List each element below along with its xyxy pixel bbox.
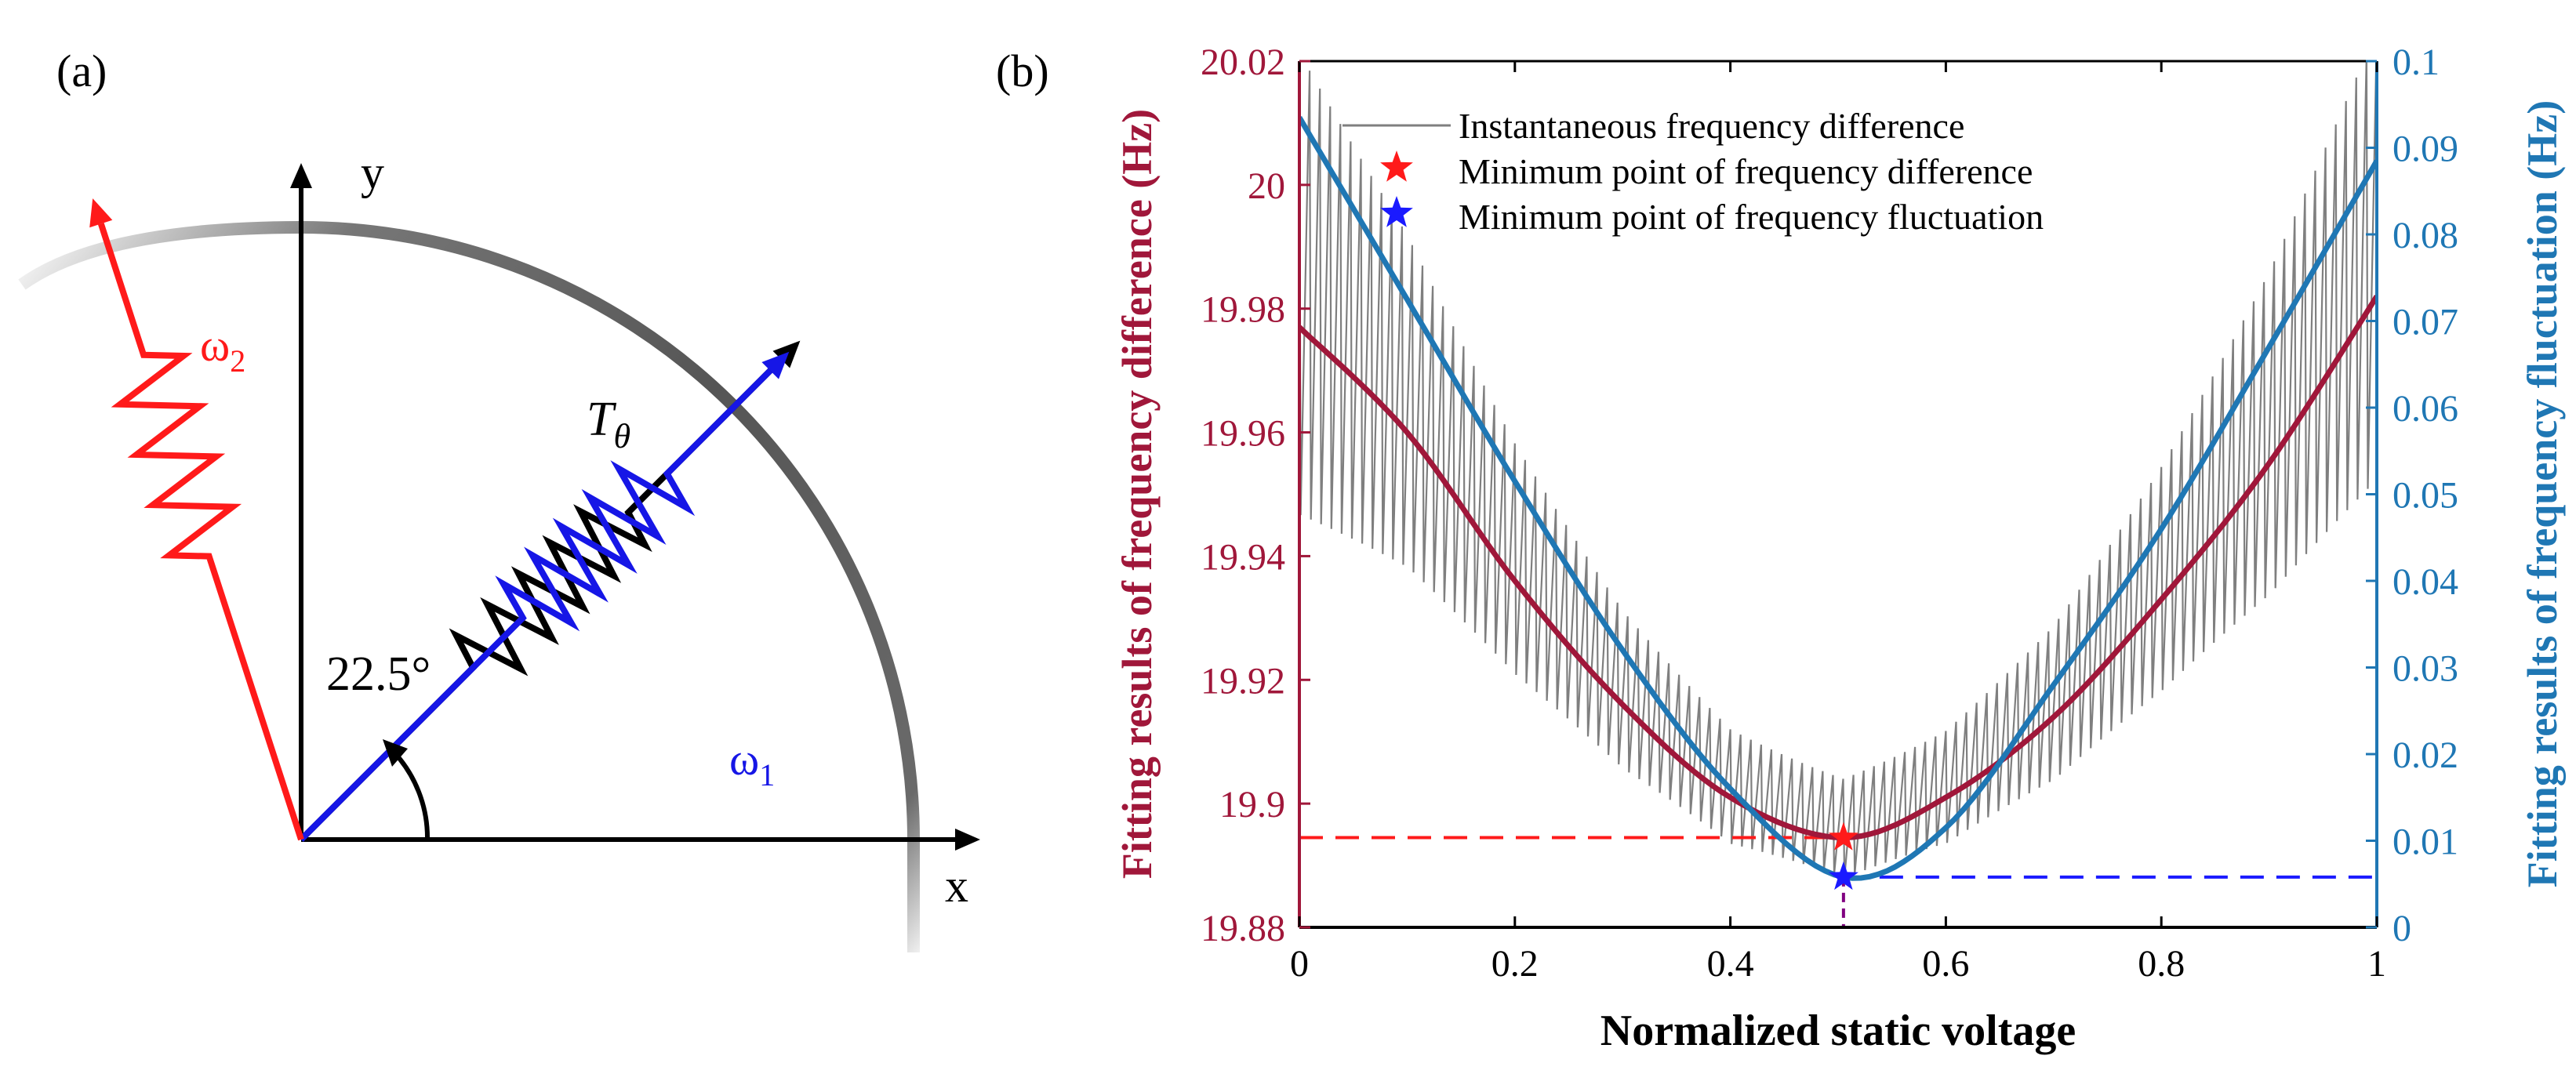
y-ticks-left: 19.88 19.9 19.92 19.94 19.96 19.98 20 20.02	[1201, 42, 1310, 949]
y-tick-label-right: 0.06	[2393, 388, 2458, 430]
angle-arc	[390, 748, 431, 840]
omega1-spring-line	[299, 368, 773, 842]
omega1-label: ω1	[729, 734, 775, 793]
legend: Instantaneous frequency difference Minim…	[1342, 106, 2044, 237]
panel-b: (b) 0 0.2 0.4 0.6 0.8 1 19.8819.919.9219.9419…	[996, 42, 2566, 1055]
omega1-spring	[299, 351, 790, 842]
x-axis-label-a: x	[945, 860, 968, 912]
y-tick-label-left: 19.98	[1201, 289, 1285, 331]
panel-a-label: (a)	[56, 45, 107, 96]
omega2-arrow-icon	[89, 198, 113, 228]
min-fluctuation-star-marker	[1828, 861, 1858, 891]
omega2-spring	[89, 198, 304, 841]
legend-blue-star-icon	[1380, 196, 1413, 227]
y-tick-label-left: 19.9	[1219, 784, 1285, 825]
y-ticks-right: 0 0.01 0.02 0.03 0.04 0.05 0.06 0.07 0.08 0.09 0.1	[2366, 42, 2458, 949]
x-tick-label: 0.4	[1707, 943, 1754, 985]
y-tick-label-left: 19.96	[1201, 413, 1285, 455]
y-tick-label-right: 0.04	[2393, 561, 2458, 603]
y-axis-label-left: Fitting results of frequency difference …	[1114, 109, 1161, 879]
y-tick-label-right: 0.02	[2393, 735, 2458, 776]
legend-item-min-fluctuation: Minimum point of frequency fluctuation	[1459, 197, 2044, 237]
frequency-difference-fit-line	[1299, 295, 2377, 841]
y-tick-label-left: 20.02	[1201, 42, 1285, 83]
instantaneous-frequency-line	[1299, 61, 2377, 878]
y-tick-label-right: 0.03	[2393, 648, 2458, 690]
axes-a	[290, 163, 980, 851]
legend-red-star-icon	[1380, 151, 1413, 182]
omega2-spring-line	[97, 223, 304, 841]
x-axis-arrow-icon	[955, 829, 980, 851]
y-tick-label-right: 0.07	[2393, 302, 2458, 343]
min-difference-star-marker	[1828, 822, 1858, 851]
x-tick-label: 1	[2367, 943, 2386, 985]
y-tick-label-right: 0.1	[2393, 42, 2440, 83]
y-axis-arrow-icon	[290, 163, 312, 188]
x-ticks: 0 0.2 0.4 0.6 0.8 1	[1290, 61, 2386, 985]
panel-b-label: (b)	[996, 45, 1049, 96]
omega2-label: ω2	[200, 320, 245, 379]
panel-a: (a) y x Tθ ω1 ω2	[18, 45, 980, 952]
angle-label: 22.5°	[326, 648, 431, 701]
y-tick-label-left: 20	[1248, 165, 1285, 207]
angle-arrow-icon	[383, 739, 408, 767]
omega1-arrow-icon	[761, 351, 790, 379]
y-tick-label-right: 0	[2393, 908, 2411, 949]
legend-item-instantaneous: Instantaneous frequency difference	[1459, 106, 1964, 146]
y-tick-label-left: 19.92	[1201, 660, 1285, 702]
x-tick-label: 0.6	[1922, 943, 1969, 985]
y-tick-label-left: 19.88	[1201, 908, 1285, 949]
quarter-arc	[18, 220, 920, 952]
y-tick-label-right: 0.08	[2393, 215, 2458, 256]
x-axis-label-b: Normalized static voltage	[1600, 1007, 2076, 1055]
y-tick-label-right: 0.09	[2393, 129, 2458, 170]
y-axis-label-right: Fitting results of frequency fluctuation…	[2519, 100, 2566, 887]
x-tick-label: 0.8	[2138, 943, 2185, 985]
legend-item-min-difference: Minimum point of frequency difference	[1459, 151, 2033, 191]
x-tick-label: 0	[1290, 943, 1309, 985]
t-theta-label: Tθ	[587, 393, 630, 455]
plot-area	[1299, 61, 2377, 927]
y-axis-label-a: y	[361, 147, 384, 198]
x-tick-label: 0.2	[1491, 943, 1539, 985]
y-tick-label-right: 0.05	[2393, 475, 2458, 517]
y-tick-label-left: 19.94	[1201, 536, 1285, 578]
y-tick-label-right: 0.01	[2393, 822, 2458, 863]
